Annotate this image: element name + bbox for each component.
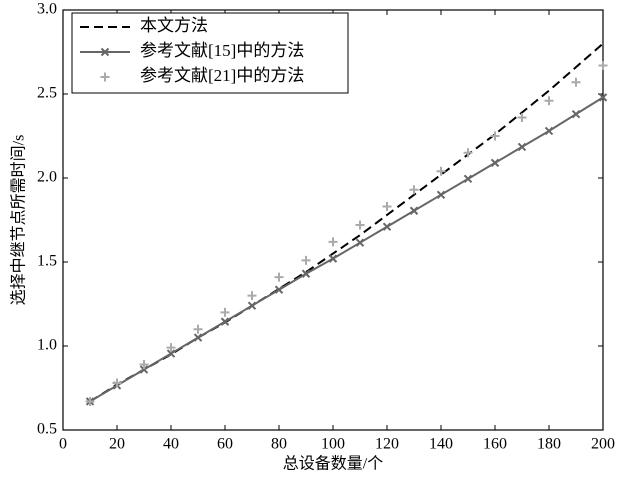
series-marker bbox=[139, 359, 149, 369]
x-tick-label: 40 bbox=[163, 436, 179, 453]
legend-label: 参考文献[21]中的方法 bbox=[140, 66, 304, 85]
series-marker bbox=[436, 190, 446, 200]
series-marker bbox=[382, 202, 392, 212]
series-marker bbox=[382, 222, 392, 231]
series-marker bbox=[544, 126, 554, 136]
series-marker bbox=[517, 113, 527, 123]
series-marker bbox=[436, 166, 446, 176]
series-marker bbox=[85, 396, 95, 406]
series-marker bbox=[139, 365, 149, 374]
x-tick-label: 0 bbox=[59, 436, 67, 453]
series-marker bbox=[301, 269, 311, 278]
series-marker bbox=[598, 60, 608, 70]
series-marker bbox=[544, 96, 554, 106]
x-tick-label: 80 bbox=[271, 436, 287, 453]
series-marker bbox=[166, 349, 176, 358]
series-marker bbox=[490, 131, 500, 141]
y-tick-label: 3.0 bbox=[37, 1, 57, 18]
y-tick-label: 1.0 bbox=[37, 337, 57, 354]
y-tick-label: 0.5 bbox=[37, 421, 57, 438]
series-marker bbox=[328, 237, 338, 247]
series-marker bbox=[274, 272, 284, 282]
series-marker bbox=[328, 254, 338, 263]
series-marker bbox=[274, 285, 284, 294]
series-marker bbox=[112, 378, 122, 388]
series-marker bbox=[463, 148, 473, 158]
legend-marker bbox=[100, 47, 110, 57]
x-tick-label: 160 bbox=[483, 436, 507, 453]
x-tick-label: 200 bbox=[591, 436, 615, 453]
series-marker bbox=[301, 255, 311, 265]
series-marker bbox=[247, 291, 257, 301]
series-marker bbox=[571, 109, 581, 119]
x-tick-label: 20 bbox=[109, 436, 125, 453]
series-marker bbox=[193, 324, 203, 334]
series-marker bbox=[490, 158, 500, 168]
y-axis-label: 选择中继节点所需时间/s bbox=[10, 135, 28, 306]
x-tick-label: 180 bbox=[537, 436, 561, 453]
legend-marker bbox=[100, 72, 110, 82]
series-marker bbox=[166, 343, 176, 353]
legend-label: 本文方法 bbox=[140, 16, 208, 35]
y-tick-label: 2.5 bbox=[37, 85, 57, 102]
series-marker bbox=[598, 93, 608, 102]
series-marker bbox=[220, 317, 230, 326]
series-marker bbox=[355, 220, 365, 230]
series-marker bbox=[193, 333, 203, 342]
x-axis-label: 总设备数量/个 bbox=[283, 455, 383, 473]
series-marker bbox=[571, 77, 581, 87]
series-marker bbox=[409, 206, 419, 215]
series-marker bbox=[355, 238, 365, 247]
legend-label: 参考文献[15]中的方法 bbox=[140, 41, 304, 60]
series-marker bbox=[517, 142, 527, 152]
y-tick-label: 1.5 bbox=[37, 253, 57, 270]
x-tick-label: 120 bbox=[375, 436, 399, 453]
x-tick-label: 100 bbox=[321, 436, 345, 453]
x-tick-label: 140 bbox=[429, 436, 453, 453]
series-marker bbox=[409, 185, 419, 195]
series-marker bbox=[463, 174, 473, 184]
series-marker bbox=[247, 301, 257, 310]
x-tick-label: 60 bbox=[217, 436, 233, 453]
y-tick-label: 2.0 bbox=[37, 169, 57, 186]
series-marker bbox=[220, 307, 230, 317]
series-line bbox=[89, 96, 604, 403]
